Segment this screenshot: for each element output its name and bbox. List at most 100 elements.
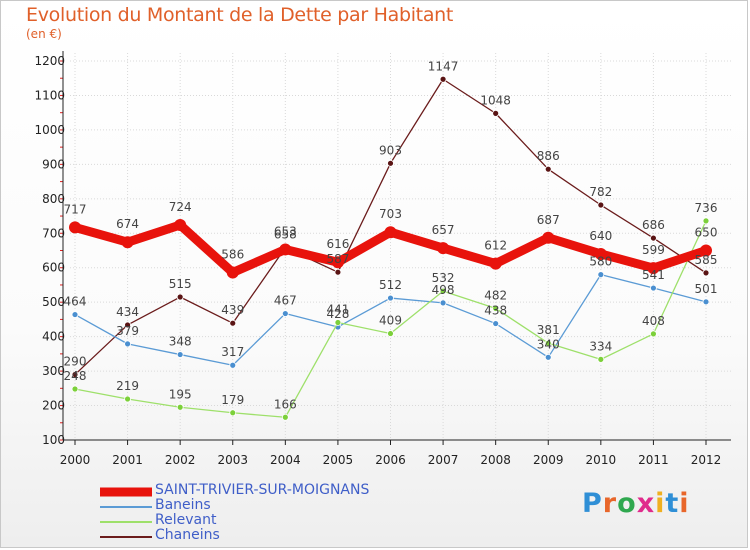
line-chart: 100 200 300 400 500 600 700 800 900 1000 1100 1200 2… (34, 51, 731, 467)
y-tick-label: 600 (42, 261, 65, 275)
y-tick-label: 100 (42, 433, 65, 447)
legend-label: Relevant (155, 512, 217, 528)
data-label: 599 (642, 243, 665, 257)
data-label: 580 (589, 255, 612, 269)
brand-letter: P (582, 488, 603, 519)
data-label: 616 (326, 237, 349, 251)
brand-logo: Proxiti (582, 488, 690, 519)
data-point (279, 243, 292, 256)
data-label: 1048 (480, 93, 511, 107)
x-tick-label: 2011 (638, 453, 669, 467)
data-point (174, 219, 187, 232)
data-point (492, 304, 500, 312)
data-point (387, 294, 394, 302)
x-tick-label: 2000 (60, 453, 91, 467)
data-point (597, 201, 605, 209)
data-point (281, 310, 289, 317)
data-label: 482 (484, 288, 507, 302)
data-point (229, 361, 237, 369)
data-point (229, 319, 237, 327)
chart-subtitle: (en €) (26, 27, 62, 41)
data-label: 717 (64, 202, 87, 216)
data-label: 248 (64, 369, 87, 383)
data-point (702, 298, 710, 306)
brand-letter: i (679, 488, 690, 519)
data-label: 498 (432, 283, 455, 297)
legend-label: Baneins (155, 497, 211, 513)
data-point (229, 409, 237, 417)
data-label: 724 (169, 200, 192, 214)
data-point (597, 355, 605, 363)
data-point (544, 165, 552, 173)
y-tick-label: 1200 (34, 54, 65, 68)
x-tick-label: 2005 (323, 453, 354, 467)
legend-swatch (100, 487, 152, 496)
data-point (700, 244, 712, 257)
data-label: 428 (326, 307, 349, 321)
legend-swatch (100, 535, 152, 538)
data-point (387, 330, 394, 337)
y-tick-label: 1000 (34, 123, 65, 137)
data-label: 1147 (428, 59, 459, 73)
data-label: 650 (695, 226, 718, 240)
data-point (492, 109, 500, 117)
data-point (176, 403, 184, 411)
data-label: 439 (221, 303, 244, 317)
brand-letter: x (636, 488, 656, 519)
data-label: 782 (589, 185, 612, 199)
data-label: 348 (169, 335, 192, 349)
data-label: 464 (64, 295, 87, 309)
legend-label: SAINT-TRIVIER-SUR-MOIGNANS (155, 482, 370, 498)
x-tick-label: 2012 (691, 453, 722, 467)
data-label: 585 (695, 253, 718, 267)
x-tick-label: 2002 (165, 453, 196, 467)
y-tick-label: 300 (42, 364, 65, 378)
x-tick-label: 2006 (375, 453, 406, 467)
y-tick-label: 900 (42, 157, 65, 171)
x-tick-label: 2004 (270, 453, 301, 467)
data-label: 409 (379, 314, 402, 328)
data-point (281, 413, 289, 421)
data-label: 408 (642, 314, 665, 328)
data-label: 441 (326, 303, 349, 317)
data-label: 640 (589, 229, 612, 243)
data-point (334, 268, 342, 276)
data-label: 501 (695, 282, 718, 296)
legend-swatch (100, 505, 152, 508)
y-tick-label: 700 (42, 226, 65, 240)
data-point (650, 330, 657, 338)
brand-letter: t (665, 488, 680, 519)
data-label: 166 (274, 397, 297, 411)
data-label: 467 (274, 294, 297, 308)
data-label: 532 (432, 271, 455, 285)
brand-letter: r (602, 488, 618, 519)
brand-letter: o (617, 488, 637, 519)
data-label: 379 (116, 324, 139, 338)
data-point (387, 159, 394, 167)
data-label: 434 (116, 305, 139, 319)
x-tick-label: 2007 (428, 453, 459, 467)
data-point (331, 256, 344, 269)
data-point (124, 340, 131, 348)
y-tick-label: 1100 (34, 88, 65, 102)
data-point (702, 217, 710, 225)
data-label: 657 (432, 223, 455, 237)
data-point (121, 236, 134, 249)
data-point (650, 234, 657, 242)
data-point (334, 319, 342, 326)
data-label: 886 (537, 149, 560, 163)
data-label: 179 (221, 393, 244, 407)
data-label: 340 (537, 337, 560, 351)
legend-swatch (100, 520, 152, 523)
data-point (650, 284, 657, 292)
chart-title: Evolution du Montant de la Dette par Hab… (26, 4, 454, 26)
brand-letter: i (655, 488, 666, 519)
data-label: 541 (642, 268, 665, 282)
x-tick-label: 2001 (112, 453, 143, 467)
data-label: 658 (274, 228, 297, 242)
data-point (544, 339, 552, 347)
data-point (439, 287, 447, 295)
data-label: 674 (116, 217, 139, 231)
data-point (71, 371, 79, 378)
